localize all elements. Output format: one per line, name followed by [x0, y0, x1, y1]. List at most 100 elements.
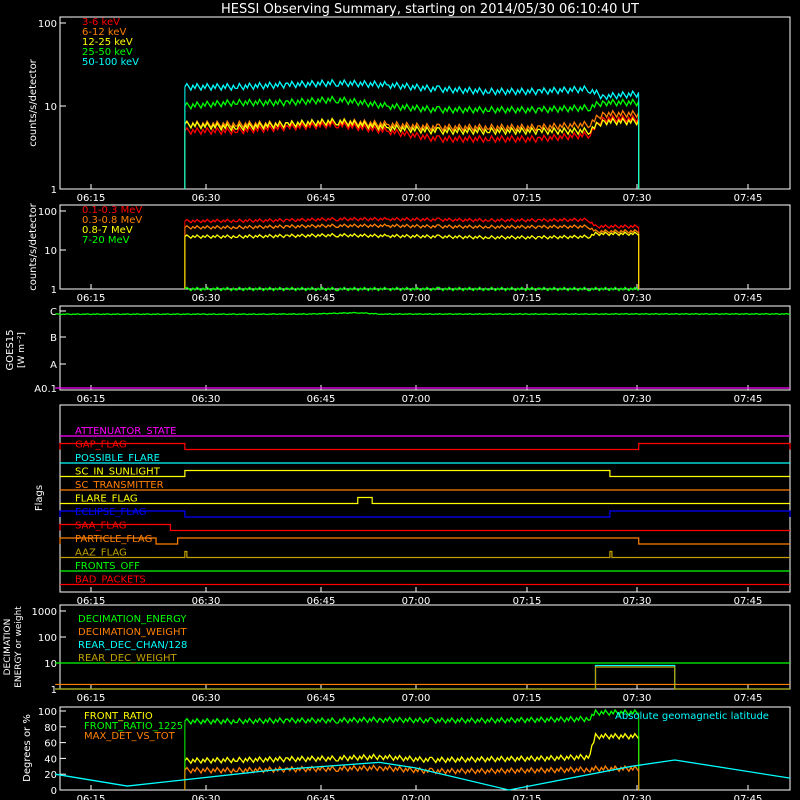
flag-label: FRONTS_OFF: [75, 561, 140, 572]
x-tick-label: 06:15: [77, 394, 106, 405]
x-tick-label: 07:45: [734, 293, 763, 304]
legend-entry: 50-100 keV: [82, 57, 139, 68]
x-tick-label: 07:45: [734, 596, 763, 607]
legend-entry: 3-6 keV: [82, 17, 120, 28]
series-line: [184, 286, 640, 292]
y-tick-label: 100: [38, 19, 57, 30]
y-axis-label: DECIMATION: [3, 619, 13, 676]
panel-2: 06:15 06:30 06:45 07:00 07:15 07:30 07:45 C B A A0…: [5, 305, 791, 405]
flag-label: POSSIBLE_FLARE: [75, 453, 160, 464]
y-axis-label: Flags: [34, 485, 45, 511]
series-line: [184, 116, 640, 136]
series-line: [184, 78, 640, 101]
legend-entry: FRONT_RATIO_1225: [84, 721, 183, 732]
y-tick-label: 20: [44, 770, 57, 781]
x-tick-label: 07:30: [623, 693, 652, 704]
x-tick-label: 07:15: [513, 596, 542, 607]
y-tick-label: 10: [44, 102, 57, 113]
y-tick-label: 1: [51, 185, 57, 196]
panel-1: 06:15 06:30 06:45 07:00 07:15 07:30 07:45 1 10 10…: [28, 202, 791, 304]
x-tick-label: 07:00: [402, 794, 431, 800]
y-tick-label: 60: [44, 739, 57, 750]
x-tick-label: 06:30: [192, 394, 221, 405]
flag-label: SC_TRANSMITTER: [75, 480, 164, 491]
x-tick-label: 06:45: [307, 596, 336, 607]
x-tick-label: 07:15: [513, 394, 542, 405]
flag-trace: [59, 537, 790, 545]
x-tick-label: 06:15: [77, 693, 106, 704]
flag-label: SAA_FLAG: [75, 521, 126, 532]
series-line: [55, 666, 790, 690]
x-tick-label: 07:00: [402, 394, 431, 405]
series-line: [184, 708, 640, 726]
flag-label: BAD_PACKETS: [75, 575, 146, 586]
y-tick-label: 0: [51, 786, 57, 797]
figure-title: HESSI Observing Summary, starting on 201…: [221, 2, 639, 17]
series-line: [184, 764, 640, 775]
x-tick-label: 07:45: [734, 794, 763, 800]
flag-label: AAZ_FLAG: [75, 548, 127, 559]
legend-entry: 6-12 keV: [82, 27, 126, 38]
y-tick-label: 100: [38, 207, 57, 218]
y-tick-label: 1000: [32, 607, 57, 618]
flag-trace: [59, 523, 790, 532]
x-tick-label: 06:15: [77, 293, 106, 304]
y-tick-label: 100: [38, 633, 57, 644]
x-tick-label: 07:15: [513, 794, 542, 800]
x-tick-label: 07:45: [734, 394, 763, 405]
x-tick-label: 06:30: [192, 293, 221, 304]
legend-entry: DECIMATION_WEIGHT: [78, 627, 187, 638]
legend-entry: FRONT_RATIO: [84, 711, 153, 722]
series-line: [184, 216, 640, 230]
y-tick-label: B: [50, 333, 57, 344]
x-tick-label: 07:30: [623, 794, 652, 800]
panel-3: 06:15 06:30 06:45 07:00 07:15 07:30 07:45 Flags…: [34, 404, 791, 607]
flag-trace: [60, 469, 790, 478]
panel-0: 06:15 06:30 06:45 07:00 07:15 07:30 07:45 1 10 10…: [28, 16, 791, 204]
panel-frame: [59, 305, 791, 391]
x-tick-label: 07:15: [513, 693, 542, 704]
y-axis-label: ENERGY or weight: [14, 606, 24, 688]
x-tick-label: 07:00: [402, 693, 431, 704]
series-line: [184, 223, 640, 234]
x-tick-label: 06:15: [77, 794, 106, 800]
y-tick-label: A: [50, 360, 57, 371]
annotation-geomag-latitude: Absolute geomagnetic latitude: [615, 711, 769, 722]
flag-trace: [60, 550, 790, 559]
legend-entry: REAR_DEC_CHAN/128: [78, 640, 187, 651]
x-tick-label: 06:45: [307, 293, 336, 304]
series-line: [184, 109, 640, 133]
y-tick-label: 1: [51, 285, 57, 296]
y-axis-label: Degrees or %: [22, 714, 33, 782]
flag-label: PARTICLE_FLAG: [75, 534, 152, 545]
x-tick-label: 07:00: [402, 596, 431, 607]
flag-label: SC_IN_SUNLIGHT: [75, 467, 161, 478]
legend-entry: 12-25 keV: [82, 37, 133, 48]
x-tick-label: 07:30: [623, 394, 652, 405]
panel-4: 06:15 06:30 06:45 07:00 07:15 07:30 07:45 1 10 10…: [3, 604, 791, 704]
y-tick-label: C: [50, 307, 57, 318]
y-tick-label: 80: [44, 723, 57, 734]
y-axis-label: GOES15: [5, 329, 16, 370]
x-tick-label: 06:30: [192, 193, 221, 204]
y-tick-label: 40: [44, 754, 57, 765]
y-tick-label: A0.1: [34, 384, 57, 395]
x-tick-label: 06:15: [77, 193, 106, 204]
legend-entry: 0.1-0.3 MeV: [82, 205, 142, 216]
x-tick-label: 06:45: [307, 693, 336, 704]
legend-entry: 0.3-0.8 MeV: [82, 215, 142, 226]
series-line: [184, 114, 640, 144]
flag-label: FLARE_FLAG: [75, 494, 138, 505]
series-line: [55, 311, 791, 316]
x-tick-label: 07:30: [623, 193, 652, 204]
x-tick-label: 07:15: [513, 193, 542, 204]
y-tick-label: 10: [44, 659, 57, 670]
x-tick-label: 06:30: [192, 794, 221, 800]
legend-entry: MAX_DET_VS_TOT: [84, 731, 176, 742]
flag-trace: [60, 496, 790, 505]
x-tick-label: 07:45: [734, 193, 763, 204]
flag-trace: [59, 510, 791, 518]
legend-entry: REAR_DEC_WEIGHT: [78, 653, 177, 664]
flag-label: ATTENUATOR_STATE: [75, 426, 176, 437]
panel-frame: [59, 16, 791, 190]
